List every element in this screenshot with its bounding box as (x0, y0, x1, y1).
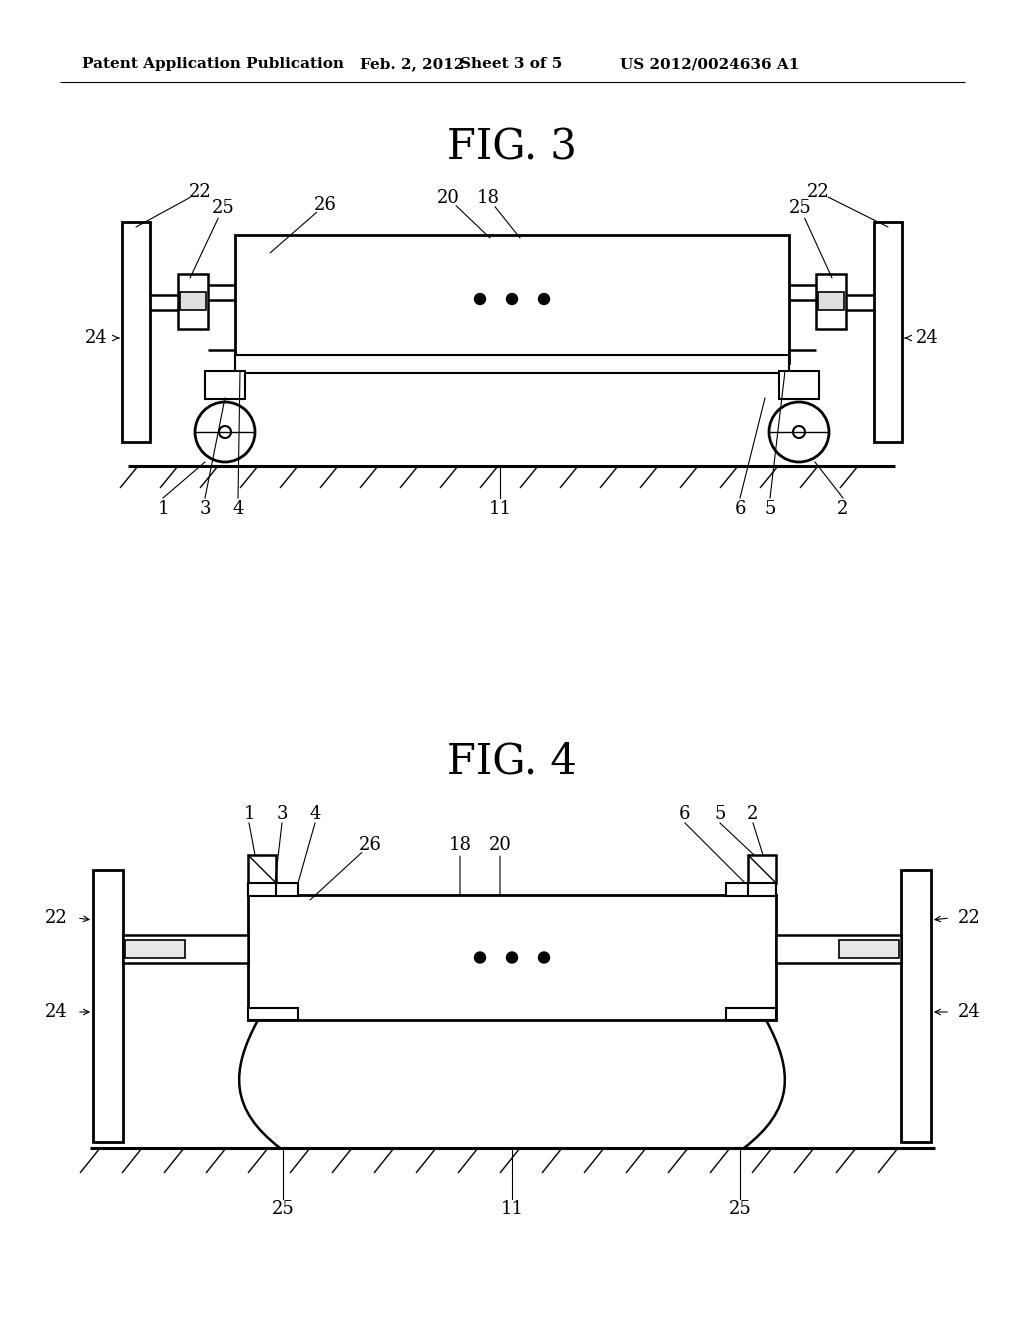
Text: 24: 24 (45, 1003, 68, 1020)
Text: 3: 3 (276, 805, 288, 822)
Text: FIG. 3: FIG. 3 (447, 127, 577, 169)
Text: 24: 24 (958, 1003, 981, 1020)
Text: 24: 24 (916, 329, 939, 347)
Bar (901, 870, 931, 1142)
Bar (122, 222, 150, 442)
Text: 22: 22 (188, 183, 211, 201)
Text: 11: 11 (501, 1200, 523, 1218)
Text: US 2012/0024636 A1: US 2012/0024636 A1 (620, 57, 800, 71)
Bar (248, 855, 276, 883)
Text: 11: 11 (488, 500, 512, 517)
Circle shape (507, 293, 517, 305)
Text: 22: 22 (45, 909, 68, 927)
Bar (248, 883, 298, 896)
Text: 20: 20 (436, 189, 460, 207)
Bar (234, 235, 790, 363)
Circle shape (539, 952, 550, 964)
Bar (180, 292, 206, 310)
Text: 26: 26 (358, 836, 381, 854)
Text: Patent Application Publication: Patent Application Publication (82, 57, 344, 71)
Text: 26: 26 (313, 195, 337, 214)
Bar (123, 935, 248, 964)
Circle shape (539, 293, 550, 305)
Circle shape (474, 293, 485, 305)
Bar (839, 940, 899, 958)
Text: 1: 1 (158, 500, 169, 517)
Text: 3: 3 (200, 500, 211, 517)
Circle shape (195, 403, 255, 462)
Bar (178, 275, 208, 329)
Circle shape (474, 952, 485, 964)
Bar (748, 855, 776, 883)
Bar (125, 940, 185, 958)
Text: 4: 4 (232, 500, 244, 517)
Bar (93, 870, 123, 1142)
Bar (776, 935, 901, 964)
Bar (874, 222, 902, 442)
Bar (234, 355, 790, 374)
Text: 2: 2 (838, 500, 849, 517)
Text: Feb. 2, 2012: Feb. 2, 2012 (360, 57, 464, 71)
Text: 25: 25 (212, 199, 234, 216)
Bar (726, 883, 776, 896)
Bar (779, 371, 819, 399)
Bar (205, 371, 245, 399)
Text: 18: 18 (476, 189, 500, 207)
Bar (248, 1008, 298, 1020)
Text: 24: 24 (85, 329, 108, 347)
Text: 5: 5 (715, 805, 726, 822)
Circle shape (507, 952, 517, 964)
Text: 6: 6 (734, 500, 745, 517)
Text: 6: 6 (679, 805, 691, 822)
Text: FIG. 4: FIG. 4 (447, 741, 577, 783)
Text: 20: 20 (488, 836, 511, 854)
Bar (816, 275, 846, 329)
Text: 4: 4 (309, 805, 321, 822)
Circle shape (769, 403, 829, 462)
Text: 2: 2 (748, 805, 759, 822)
Circle shape (219, 426, 231, 438)
Text: 22: 22 (807, 183, 829, 201)
Text: Sheet 3 of 5: Sheet 3 of 5 (460, 57, 562, 71)
Text: 25: 25 (271, 1200, 294, 1218)
Text: 25: 25 (788, 199, 811, 216)
Bar (248, 895, 776, 1020)
Bar (818, 292, 844, 310)
Bar (726, 1008, 776, 1020)
Text: 5: 5 (764, 500, 776, 517)
Text: 1: 1 (244, 805, 255, 822)
Text: 25: 25 (729, 1200, 752, 1218)
Circle shape (793, 426, 805, 438)
Text: 22: 22 (958, 909, 981, 927)
Text: 18: 18 (449, 836, 471, 854)
